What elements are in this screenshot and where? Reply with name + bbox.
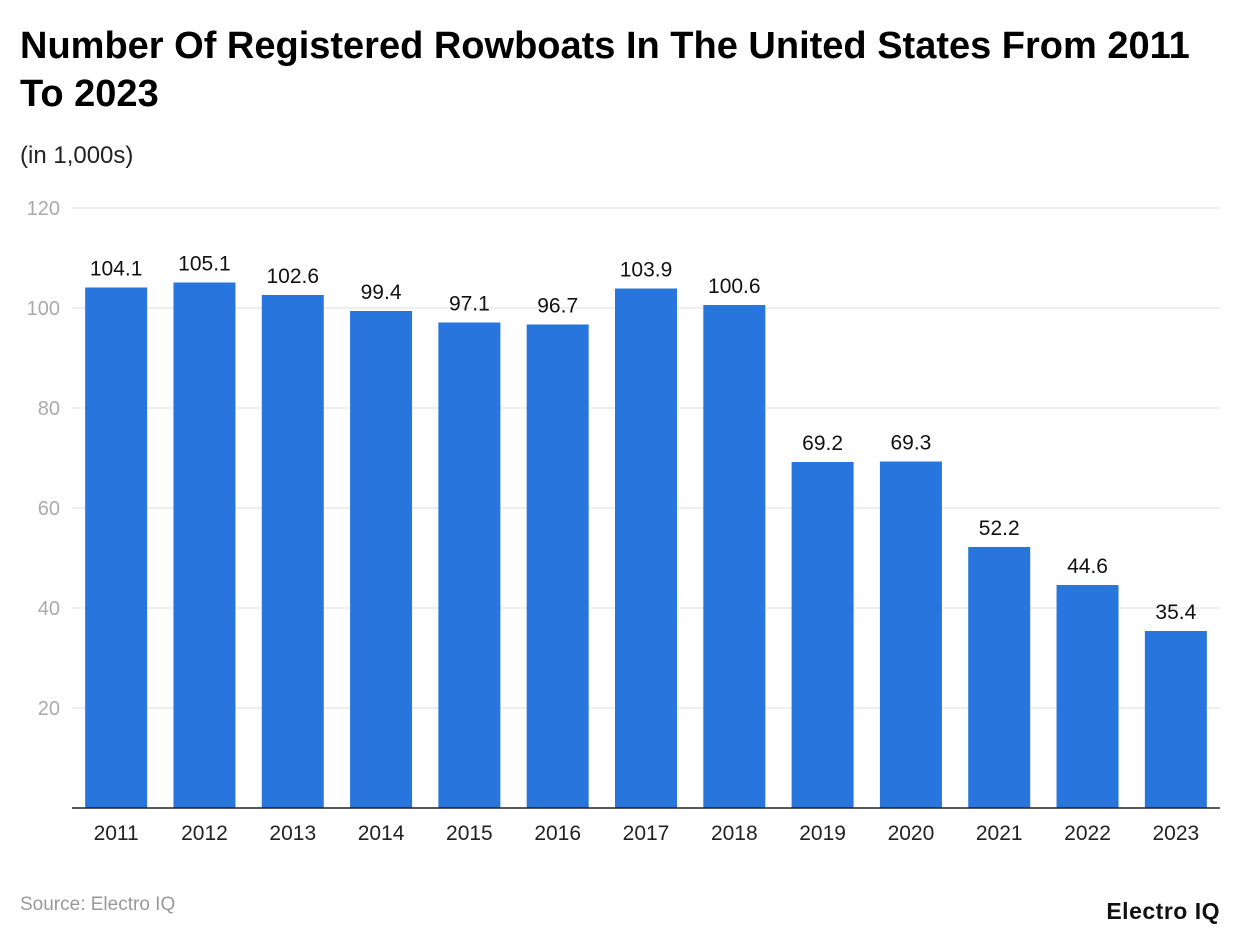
x-tick-label: 2011 — [94, 822, 139, 845]
y-tick-label: 60 — [38, 498, 60, 520]
data-label: 100.6 — [708, 275, 761, 298]
x-tick-label: 2015 — [446, 822, 493, 845]
data-label: 69.2 — [802, 432, 843, 455]
x-tick-label: 2016 — [534, 822, 581, 845]
data-label: 97.1 — [449, 293, 490, 316]
data-label: 35.4 — [1155, 601, 1196, 624]
x-tick-label: 2013 — [269, 822, 316, 845]
x-tick-label: 2014 — [358, 822, 405, 845]
bar-2022 — [1056, 585, 1119, 808]
bar-2011 — [85, 287, 148, 808]
data-label: 102.6 — [266, 265, 319, 288]
x-tick-label: 2018 — [711, 822, 758, 845]
x-tick-label: 2020 — [888, 822, 935, 845]
bar-2020 — [879, 461, 942, 808]
bar-2016 — [526, 324, 589, 808]
chart-subtitle: (in 1,000s) — [20, 142, 134, 169]
bar-2015 — [438, 322, 501, 808]
x-tick-label: 2019 — [799, 822, 846, 845]
bar-2021 — [968, 547, 1031, 808]
bar-2019 — [791, 462, 854, 808]
x-tick-label: 2022 — [1064, 822, 1111, 845]
x-tick-label: 2021 — [976, 822, 1023, 845]
y-tick-label: 80 — [38, 398, 60, 420]
data-label: 96.7 — [537, 295, 578, 318]
bar-2013 — [261, 295, 324, 808]
y-tick-label: 120 — [27, 198, 60, 220]
bar-2017 — [615, 288, 677, 808]
x-tick-label: 2023 — [1152, 822, 1199, 845]
bar-2018 — [703, 305, 766, 808]
bar-2023 — [1144, 631, 1207, 808]
data-label: 69.3 — [890, 432, 931, 455]
chart-title: Number Of Registered Rowboats In The Uni… — [20, 25, 1190, 115]
source-note: Source: Electro IQ — [20, 894, 176, 915]
y-tick-label: 40 — [38, 598, 60, 620]
brand-logo: Electro IQ — [1106, 898, 1220, 924]
data-label: 52.2 — [979, 517, 1020, 540]
y-tick-label: 100 — [27, 298, 60, 320]
data-label: 105.1 — [178, 253, 231, 276]
data-label: 104.1 — [90, 258, 143, 281]
x-tick-label: 2017 — [623, 822, 670, 845]
data-label: 99.4 — [361, 281, 402, 304]
bar-2014 — [350, 311, 413, 808]
y-tick-label: 20 — [38, 698, 60, 720]
x-tick-label: 2012 — [181, 822, 228, 845]
data-label: 103.9 — [620, 259, 673, 282]
bar-2012 — [173, 282, 236, 808]
data-label: 44.6 — [1067, 555, 1108, 578]
